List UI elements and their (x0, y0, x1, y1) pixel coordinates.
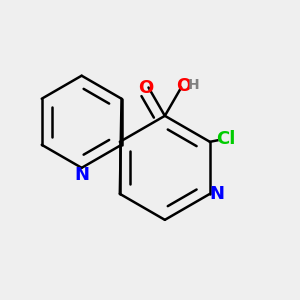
Text: Cl: Cl (217, 130, 236, 148)
Text: O: O (138, 79, 153, 97)
Text: H: H (188, 78, 200, 92)
Text: N: N (74, 166, 89, 184)
Text: N: N (210, 185, 225, 203)
Text: O: O (177, 77, 192, 95)
